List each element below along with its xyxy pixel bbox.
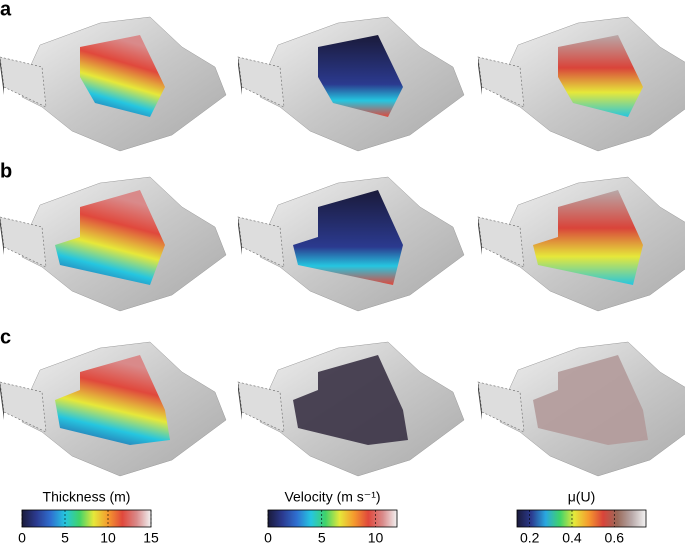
colorbar — [516, 509, 647, 528]
mu-field — [533, 355, 648, 445]
thickness-field — [55, 355, 170, 445]
tick-label: 0.2 — [520, 530, 540, 546]
panel-label: a — [0, 0, 12, 20]
velocity-field — [293, 190, 403, 285]
tick-label: 5 — [318, 530, 326, 546]
mu-field — [558, 35, 643, 117]
colorbar-title: Velocity (m s⁻¹) — [284, 489, 380, 505]
colorbar — [21, 509, 152, 528]
mu-field — [533, 190, 643, 285]
thickness-field — [80, 35, 165, 117]
colorbar — [267, 509, 398, 528]
tick-label: 0.6 — [605, 530, 625, 546]
tick-label: 5 — [61, 530, 69, 546]
colorbar-title: μ(U) — [568, 489, 596, 505]
tick-label: 0 — [264, 530, 272, 546]
colorbar-title: Thickness (m) — [43, 489, 131, 505]
tick-label: 15 — [143, 530, 159, 546]
velocity-field — [318, 35, 403, 117]
thickness-field — [55, 190, 165, 285]
tick-label: 10 — [368, 530, 384, 546]
tick-label: 10 — [100, 530, 116, 546]
panel-label: b — [0, 160, 12, 182]
panel-grid — [0, 16, 685, 477]
tick-label: 0 — [18, 530, 26, 546]
panel-label: c — [0, 326, 11, 348]
velocity-field — [293, 355, 408, 445]
tick-label: 0.4 — [562, 530, 582, 546]
